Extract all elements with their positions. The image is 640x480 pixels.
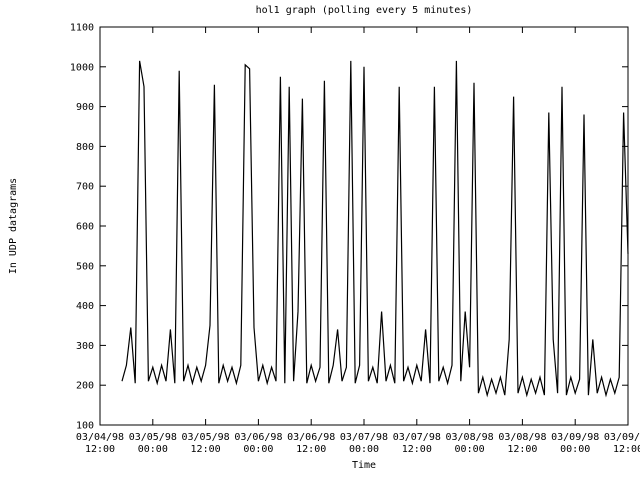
y-tick-label: 500 xyxy=(76,261,94,272)
x-tick-label: 00:00 xyxy=(560,444,590,455)
y-axis-label: In UDP datagrams xyxy=(8,178,19,274)
chart-title: hol1 graph (polling every 5 minutes) xyxy=(256,5,473,16)
x-tick-label: 12:00 xyxy=(613,444,640,455)
y-tick-label: 800 xyxy=(76,142,94,153)
x-tick-label: 03/05/98 xyxy=(129,432,177,443)
x-tick-label: 12:00 xyxy=(296,444,326,455)
y-tick-label: 200 xyxy=(76,381,94,392)
x-tick-label: 03/09/98 xyxy=(551,432,599,443)
y-tick-label: 400 xyxy=(76,301,94,312)
x-tick-label: 03/06/98 xyxy=(234,432,282,443)
x-tick-label: 12:00 xyxy=(191,444,221,455)
y-tick-label: 1000 xyxy=(70,62,94,73)
y-tick-label: 1100 xyxy=(70,23,94,34)
x-tick-label: 03/08/98 xyxy=(446,432,494,443)
y-tick-label: 900 xyxy=(76,102,94,113)
x-tick-label: 03/04/98 xyxy=(76,432,124,443)
x-tick-label: 03/07/98 xyxy=(393,432,441,443)
x-tick-label: 00:00 xyxy=(243,444,273,455)
x-tick-label: 03/05/98 xyxy=(182,432,230,443)
x-axis-label: Time xyxy=(352,460,376,471)
x-tick-label: 00:00 xyxy=(349,444,379,455)
data-line xyxy=(121,60,629,398)
y-tick-label: 700 xyxy=(76,182,94,193)
x-tick-label: 12:00 xyxy=(402,444,432,455)
x-tick-label: 03/08/98 xyxy=(498,432,546,443)
x-tick-label: 03/07/98 xyxy=(340,432,388,443)
x-tick-label: 00:00 xyxy=(138,444,168,455)
x-tick-label: 12:00 xyxy=(85,444,115,455)
x-tick-label: 03/06/98 xyxy=(287,432,335,443)
x-tick-label: 03/09/98 xyxy=(604,432,640,443)
y-tick-label: 100 xyxy=(76,421,94,432)
x-tick-label: 00:00 xyxy=(455,444,485,455)
x-tick-label: 12:00 xyxy=(507,444,537,455)
y-tick-label: 600 xyxy=(76,222,94,233)
y-tick-label: 300 xyxy=(76,341,94,352)
